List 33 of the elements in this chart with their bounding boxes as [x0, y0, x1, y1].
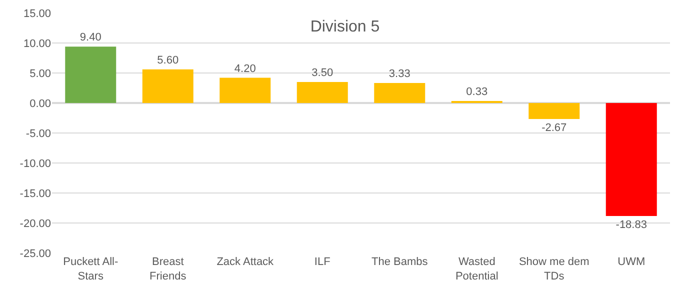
- bar: [374, 83, 426, 103]
- bar: [65, 46, 116, 103]
- data-label: 5.60: [157, 54, 179, 66]
- y-tick-label: -25.00: [20, 248, 51, 260]
- bar: [296, 82, 348, 103]
- bar: [528, 103, 580, 120]
- x-tick-label: UWM: [618, 256, 646, 268]
- y-tick-label: -5.00: [26, 128, 51, 140]
- data-label: 4.20: [234, 62, 256, 75]
- x-tick-label: Show me dem TDs: [518, 256, 590, 282]
- data-label: 3.50: [312, 67, 334, 79]
- bar: [142, 69, 194, 103]
- y-tick-label: -20.00: [20, 218, 51, 230]
- x-tick-label: Wasted Potential: [455, 256, 498, 282]
- y-tick-label: 10.00: [23, 38, 51, 50]
- data-label: 3.33: [388, 68, 410, 80]
- chart-title: Division 5: [310, 18, 380, 36]
- x-tick-label: Puckett All-Stars: [63, 256, 118, 282]
- x-tick-label: ILF: [314, 256, 331, 268]
- x-tick-label: Zack Attack: [216, 256, 274, 268]
- y-tick-label: 5.00: [30, 68, 51, 80]
- bar: [220, 78, 271, 103]
- data-label: -18.83: [616, 218, 647, 231]
- y-tick-label: 0.00: [30, 98, 51, 110]
- y-tick-label: 15.00: [23, 8, 51, 20]
- y-tick-label: -10.00: [20, 158, 51, 170]
- x-tick-label: The Bambs: [372, 256, 428, 268]
- data-label: 9.40: [80, 32, 102, 44]
- bar: [606, 103, 657, 216]
- data-label: 0.33: [466, 86, 488, 98]
- y-tick-label: -15.00: [20, 188, 51, 200]
- data-label: -2.67: [542, 122, 567, 134]
- x-tick-label: Breast Friends: [150, 256, 187, 282]
